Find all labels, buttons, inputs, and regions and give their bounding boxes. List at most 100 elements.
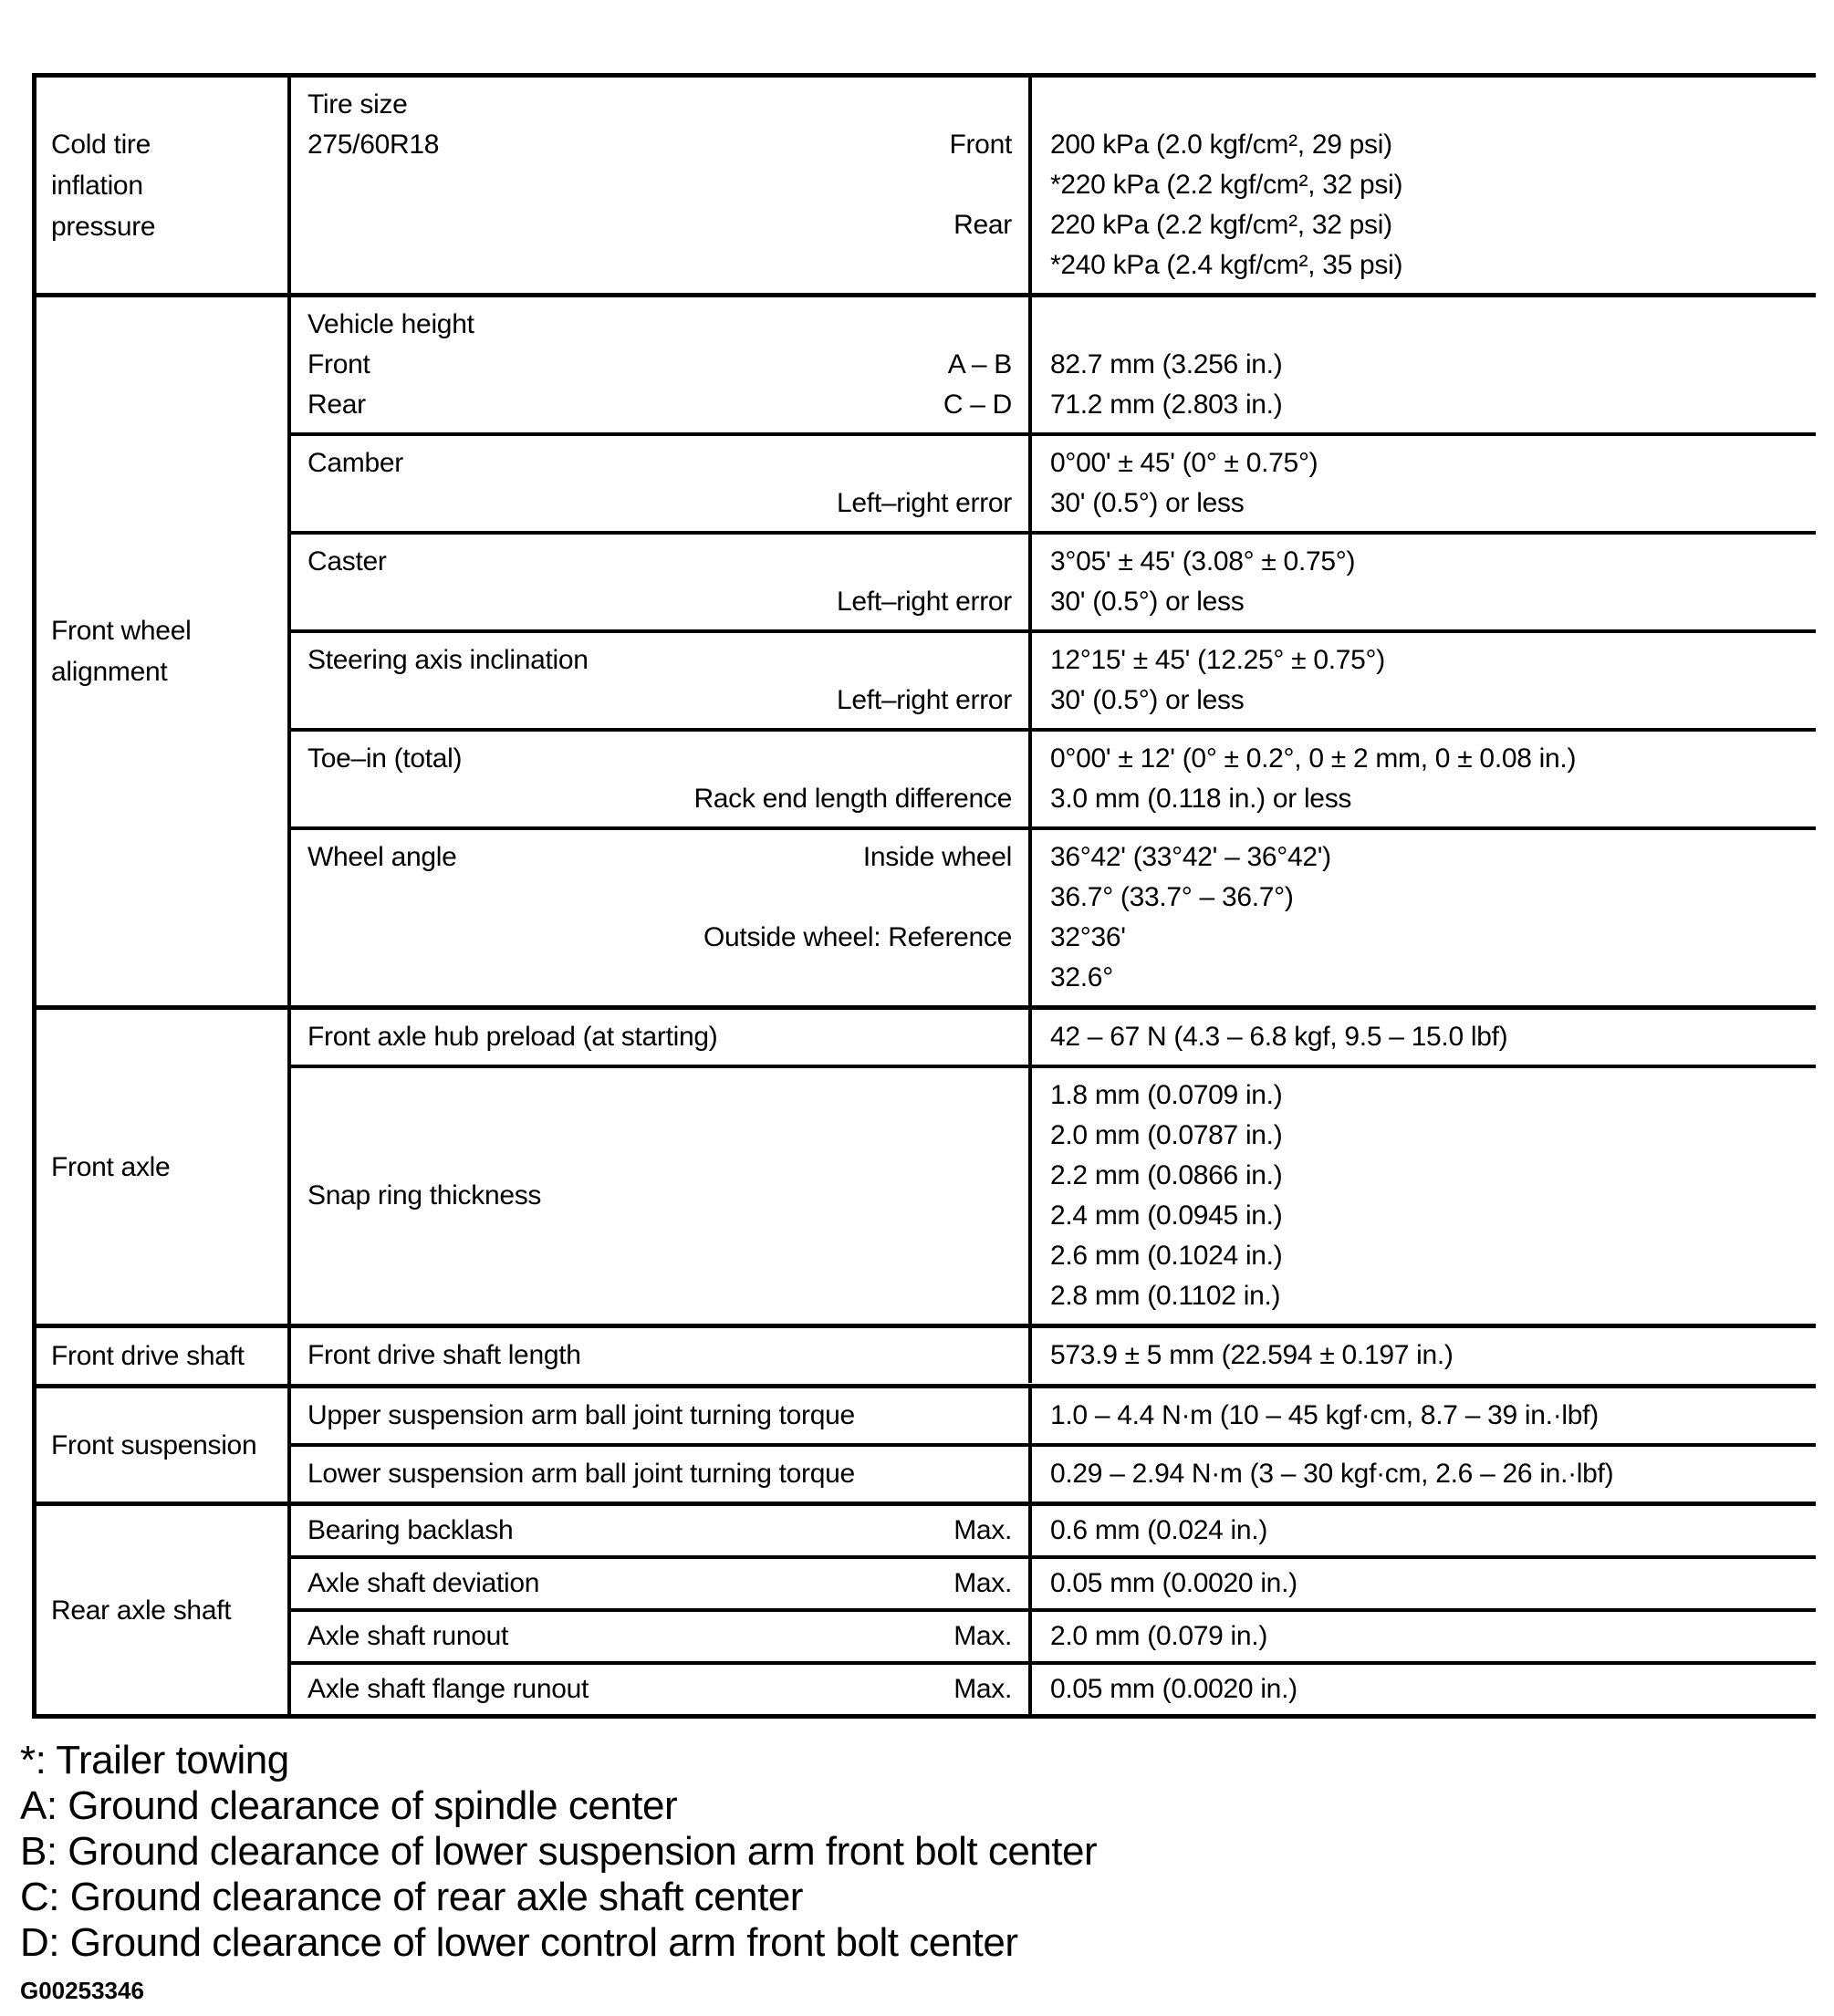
figure-code: G00253346: [20, 1977, 144, 2004]
row-axle-shaft-flange-runout: Axle shaft flange runout Max. 0.05 mm (0…: [291, 1661, 1816, 1714]
spacer-line: [1050, 85, 1798, 125]
pressure-value: 200 kPa (2.0 kgf/cm², 29 psi): [1050, 130, 1392, 160]
section-front-wheel-alignment: Front wheel alignment Vehicle height Fro…: [36, 293, 1816, 1005]
axle-shaft-deviation-label: Axle shaft deviation: [307, 1568, 540, 1598]
left-right-error-label: Left–right error: [837, 587, 1012, 617]
category-front-axle: Front axle: [36, 1010, 291, 1324]
footnote-b: B: Ground clearance of lower suspension …: [20, 1829, 1098, 1874]
wheel-angle-item-cell: Wheel angle Inside wheel Outside wheel: …: [291, 830, 1032, 1005]
upper-arm-value-cell: 1.0 – 4.4 N·m (10 – 45 kgf·cm, 8.7 – 39 …: [1032, 1388, 1816, 1443]
drive-shaft-length-label: Front drive shaft length: [307, 1340, 581, 1370]
max-label: Max.: [953, 1674, 1012, 1704]
category-rear-axle-shaft: Rear axle shaft: [36, 1506, 291, 1714]
row-wheel-angle: Wheel angle Inside wheel Outside wheel: …: [291, 826, 1816, 1005]
toe-in-item-cell: Toe–in (total) Rack end length differenc…: [291, 732, 1032, 826]
drive-shaft-length-value-cell: 573.9 ± 5 mm (22.594 ± 0.197 in.): [1032, 1328, 1816, 1383]
category-label-line: inflation: [51, 170, 143, 201]
toe-in-label: Toe–in (total): [307, 743, 463, 774]
row-axle-shaft-deviation: Axle shaft deviation Max. 0.05 mm (0.002…: [291, 1555, 1816, 1608]
vehicle-height-front-value: 82.7 mm (3.256 in.): [1050, 349, 1283, 379]
pressure-value: *240 kPa (2.4 kgf/cm², 35 psi): [1050, 250, 1403, 280]
ref-a-b: A – B: [947, 349, 1013, 379]
category-label-line: Rear axle shaft: [51, 1595, 232, 1626]
front-label: Front: [307, 349, 370, 379]
category-label-line: alignment: [51, 657, 168, 687]
rear-label: Rear: [953, 210, 1012, 240]
caster-value-cell: 3°05' ± 45' (3.08° ± 0.75°) 30' (0.5°) o…: [1032, 535, 1816, 629]
axle-shaft-runout-value: 2.0 mm (0.079 in.): [1050, 1621, 1268, 1651]
max-label: Max.: [953, 1568, 1012, 1598]
axle-shaft-runout-line: Axle shaft runout Max.: [307, 1616, 1012, 1657]
footnote-c: C: Ground clearance of rear axle shaft c…: [20, 1875, 803, 1919]
row-upper-arm-torque: Upper suspension arm ball joint turning …: [291, 1388, 1816, 1443]
lower-arm-item-cell: Lower suspension arm ball joint turning …: [291, 1447, 1032, 1502]
axle-shaft-deviation-value: 0.05 mm (0.0020 in.): [1050, 1568, 1297, 1598]
axle-shaft-runout-label: Axle shaft runout: [307, 1621, 509, 1651]
camber-item-cell: Camber Left–right error: [291, 436, 1032, 531]
row-lower-arm-torque: Lower suspension arm ball joint turning …: [291, 1443, 1816, 1502]
axle-shaft-runout-value-cell: 2.0 mm (0.079 in.): [1032, 1612, 1816, 1661]
drive-shaft-length-item-cell: Front drive shaft length: [291, 1328, 1032, 1383]
tire-size-line: 275/60R18 Front: [307, 125, 1012, 165]
ref-c-d: C – D: [943, 390, 1012, 420]
snap-ring-value: 1.8 mm (0.0709 in.): [1050, 1080, 1283, 1110]
steering-axis-error-value: 30' (0.5°) or less: [1050, 685, 1245, 715]
section-front-suspension: Front suspension Upper suspension arm ba…: [36, 1384, 1816, 1502]
axle-shaft-flange-runout-value-cell: 0.05 mm (0.0020 in.): [1032, 1665, 1816, 1714]
snap-ring-value: 2.2 mm (0.0866 in.): [1050, 1160, 1283, 1190]
bearing-backlash-label: Bearing backlash: [307, 1515, 514, 1545]
max-label: Max.: [953, 1621, 1012, 1651]
section-rows: Front axle hub preload (at starting) 42 …: [291, 1010, 1816, 1324]
vehicle-height-title: Vehicle height: [307, 309, 474, 339]
upper-arm-value: 1.0 – 4.4 N·m (10 – 45 kgf·cm, 8.7 – 39 …: [1050, 1400, 1599, 1430]
row-tire-pressure: Tire size 275/60R18 Front Rear 200 kPa (…: [291, 78, 1816, 293]
pressure-value: 220 kPa (2.2 kgf/cm², 32 psi): [1050, 210, 1392, 240]
inside-wheel-value: 36°42' (33°42' – 36°42'): [1050, 842, 1331, 872]
vehicle-height-item-cell: Vehicle height Front A – B Rear C – D: [291, 297, 1032, 432]
row-drive-shaft-length: Front drive shaft length 573.9 ± 5 mm (2…: [291, 1328, 1816, 1383]
lower-arm-value: 0.29 – 2.94 N·m (3 – 30 kgf·cm, 2.6 – 26…: [1050, 1459, 1614, 1489]
footnote-d: D: Ground clearance of lower control arm…: [20, 1920, 1018, 1965]
rear-label: Rear: [307, 390, 366, 420]
tire-size-value: 275/60R18: [307, 130, 440, 160]
row-snap-ring-thickness: Snap ring thickness 1.8 mm (0.0709 in.) …: [291, 1065, 1816, 1324]
lower-arm-label: Lower suspension arm ball joint turning …: [307, 1459, 855, 1489]
footnote-trailer-towing: *: Trailer towing: [20, 1738, 289, 1782]
row-axle-shaft-runout: Axle shaft runout Max. 2.0 mm (0.079 in.…: [291, 1608, 1816, 1661]
hub-preload-value-cell: 42 – 67 N (4.3 – 6.8 kgf, 9.5 – 15.0 lbf…: [1032, 1010, 1816, 1065]
section-rows: Vehicle height Front A – B Rear C – D 82…: [291, 297, 1816, 1005]
section-cold-tire-inflation-pressure: Cold tire inflation pressure Tire size 2…: [36, 78, 1816, 293]
snap-ring-label: Snap ring thickness: [307, 1180, 542, 1211]
category-front-drive-shaft: Front drive shaft: [36, 1328, 291, 1384]
axle-shaft-flange-runout-line: Axle shaft flange runout Max.: [307, 1669, 1012, 1709]
camber-label: Camber: [307, 448, 403, 478]
vehicle-height-front-line: Front A – B: [307, 345, 1012, 385]
toe-in-value-cell: 0°00' ± 12' (0° ± 0.2°, 0 ± 2 mm, 0 ± 0.…: [1032, 732, 1816, 826]
axle-shaft-runout-item-cell: Axle shaft runout Max.: [291, 1612, 1032, 1661]
caster-value: 3°05' ± 45' (3.08° ± 0.75°): [1050, 546, 1356, 577]
rack-end-length-value: 3.0 mm (0.118 in.) or less: [1050, 784, 1352, 814]
steering-axis-value-cell: 12°15' ± 45' (12.25° ± 0.75°) 30' (0.5°)…: [1032, 633, 1816, 728]
spacer-line: [307, 878, 1012, 918]
inside-wheel-value: 36.7° (33.7° – 36.7°): [1050, 882, 1294, 912]
steering-axis-label: Steering axis inclination: [307, 645, 589, 675]
toe-in-value: 0°00' ± 12' (0° ± 0.2°, 0 ± 2 mm, 0 ± 0.…: [1050, 743, 1577, 774]
wheel-angle-label: Wheel angle: [307, 842, 457, 872]
steering-axis-item-cell: Steering axis inclination Left–right err…: [291, 633, 1032, 728]
category-label-line: pressure: [51, 211, 156, 242]
front-label: Front: [949, 130, 1012, 160]
left-right-error-label: Left–right error: [837, 488, 1012, 518]
caster-error-value: 30' (0.5°) or less: [1050, 587, 1245, 617]
footnotes: *: Trailer towing A: Ground clearance of…: [20, 1738, 1098, 2005]
outside-wheel-label: Outside wheel: Reference: [703, 922, 1012, 952]
tire-size-label: Tire size: [307, 89, 408, 120]
caster-item-cell: Caster Left–right error: [291, 535, 1032, 629]
spacer-line: [1050, 305, 1798, 345]
axle-shaft-flange-runout-label: Axle shaft flange runout: [307, 1674, 589, 1704]
category-front-suspension: Front suspension: [36, 1388, 291, 1502]
vehicle-height-rear-line: Rear C – D: [307, 385, 1012, 425]
row-caster: Caster Left–right error 3°05' ± 45' (3.0…: [291, 531, 1816, 629]
row-bearing-backlash: Bearing backlash Max. 0.6 mm (0.024 in.): [291, 1506, 1816, 1555]
caster-label: Caster: [307, 546, 387, 577]
hub-preload-item-cell: Front axle hub preload (at starting): [291, 1010, 1032, 1065]
